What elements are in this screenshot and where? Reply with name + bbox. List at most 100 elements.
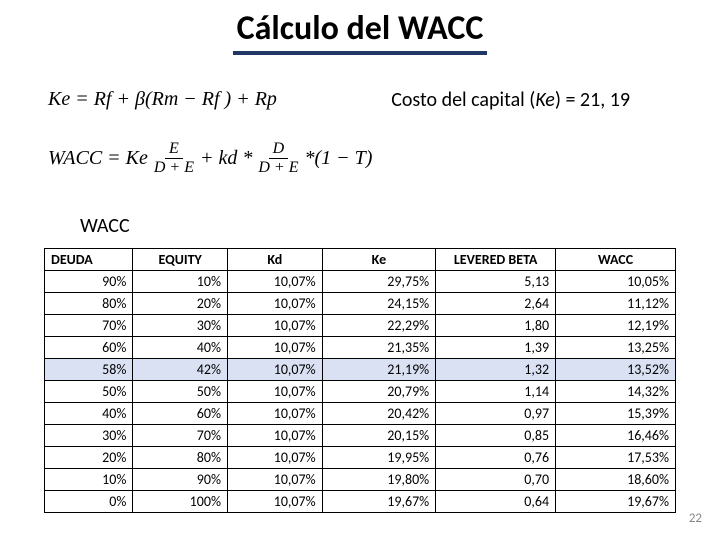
- frac1-num: E: [165, 140, 183, 159]
- table-row: 70%30%10,07%22,29%1,8012,19%: [45, 315, 676, 337]
- table-row: 60%40%10,07%21,35%1,3913,25%: [45, 337, 676, 359]
- table-cell: 24,15%: [322, 293, 436, 315]
- col-ke: Ke: [322, 249, 436, 271]
- table-cell: 0,64: [436, 491, 556, 513]
- table-row: 30%70%10,07%20,15%0,8516,46%: [45, 425, 676, 447]
- table-cell: 10,07%: [227, 359, 322, 381]
- table-cell: 20%: [45, 447, 133, 469]
- table-cell: 22,29%: [322, 315, 436, 337]
- table-cell: 0%: [45, 491, 133, 513]
- table-cell: 10,07%: [227, 381, 322, 403]
- table-cell: 90%: [133, 469, 228, 491]
- table-cell: 0,97: [436, 403, 556, 425]
- table-cell: 58%: [45, 359, 133, 381]
- table-cell: 40%: [45, 403, 133, 425]
- formula-ke: Ke = Rf + β(Rm − Rf ) + Rp: [48, 88, 277, 111]
- table-cell: 5,13: [436, 271, 556, 293]
- table-cell: 0,70: [436, 469, 556, 491]
- table-cell: 50%: [133, 381, 228, 403]
- table-cell: 60%: [133, 403, 228, 425]
- table-row: 80%20%10,07%24,15%2,6411,12%: [45, 293, 676, 315]
- col-levbeta: LEVERED BETA: [436, 249, 556, 271]
- table-cell: 20%: [133, 293, 228, 315]
- frac-e-over-de: E D + E: [150, 140, 198, 176]
- table-cell: 11,12%: [556, 293, 676, 315]
- table-cell: 1,32: [436, 359, 556, 381]
- table-cell: 42%: [133, 359, 228, 381]
- table-cell: 70%: [45, 315, 133, 337]
- table-cell: 20,15%: [322, 425, 436, 447]
- title-container: Cálculo del WACC: [0, 0, 720, 55]
- table-cell: 15,39%: [556, 403, 676, 425]
- frac1-den: D + E: [150, 159, 198, 177]
- table-cell: 1,14: [436, 381, 556, 403]
- slide-title: Cálculo del WACC: [233, 8, 488, 55]
- table-cell: 19,95%: [322, 447, 436, 469]
- table-cell: 30%: [45, 425, 133, 447]
- wacc-table: DEUDA EQUITY Kd Ke LEVERED BETA WACC 90%…: [44, 248, 676, 513]
- table-cell: 29,75%: [322, 271, 436, 293]
- table-cell: 21,19%: [322, 359, 436, 381]
- table-cell: 100%: [133, 491, 228, 513]
- col-equity: EQUITY: [133, 249, 228, 271]
- table-cell: 16,46%: [556, 425, 676, 447]
- table-cell: 80%: [133, 447, 228, 469]
- table-cell: 0,85: [436, 425, 556, 447]
- table-body: 90%10%10,07%29,75%5,1310,05%80%20%10,07%…: [45, 271, 676, 513]
- table-cell: 60%: [45, 337, 133, 359]
- table-cell: 10,07%: [227, 315, 322, 337]
- table-row: 90%10%10,07%29,75%5,1310,05%: [45, 271, 676, 293]
- table-cell: 10,05%: [556, 271, 676, 293]
- table-cell: 90%: [45, 271, 133, 293]
- table-cell: 13,52%: [556, 359, 676, 381]
- wacc-lhs: WACC = Ke: [48, 147, 148, 170]
- table-cell: 2,64: [436, 293, 556, 315]
- col-kd: Kd: [227, 249, 322, 271]
- formula-wacc: WACC = Ke E D + E + kd * D D + E *(1 − T…: [48, 140, 372, 176]
- table-cell: 14,32%: [556, 381, 676, 403]
- frac-d-over-de: D D + E: [254, 140, 302, 176]
- col-deuda: DEUDA: [45, 249, 133, 271]
- wacc-tail: *(1 − T): [305, 147, 373, 170]
- table-cell: 20,42%: [322, 403, 436, 425]
- table-cell: 19,80%: [322, 469, 436, 491]
- table-cell: 20,79%: [322, 381, 436, 403]
- table-cell: 10,07%: [227, 271, 322, 293]
- table-cell: 17,53%: [556, 447, 676, 469]
- table-cell: 19,67%: [322, 491, 436, 513]
- table-row: 0%100%10,07%19,67%0,6419,67%: [45, 491, 676, 513]
- table-header-row: DEUDA EQUITY Kd Ke LEVERED BETA WACC: [45, 249, 676, 271]
- table-cell: 21,35%: [322, 337, 436, 359]
- table-cell: 10,07%: [227, 491, 322, 513]
- table-cell: 10,07%: [227, 337, 322, 359]
- table-cell: 30%: [133, 315, 228, 337]
- table-cell: 10,07%: [227, 425, 322, 447]
- table-cell: 10,07%: [227, 469, 322, 491]
- table-row: 50%50%10,07%20,79%1,1414,32%: [45, 381, 676, 403]
- table-cell: 0,76: [436, 447, 556, 469]
- frac2-num: D: [269, 140, 289, 159]
- table-cell: 70%: [133, 425, 228, 447]
- table-cell: 10,07%: [227, 403, 322, 425]
- table-cell: 50%: [45, 381, 133, 403]
- table-cell: 10,07%: [227, 447, 322, 469]
- table-cell: 1,39: [436, 337, 556, 359]
- table-cell: 80%: [45, 293, 133, 315]
- table-cell: 40%: [133, 337, 228, 359]
- table-cell: 10%: [133, 271, 228, 293]
- table-row: 10%90%10,07%19,80%0,7018,60%: [45, 469, 676, 491]
- frac2-den: D + E: [254, 159, 302, 177]
- table-cell: 10,07%: [227, 293, 322, 315]
- plus-kd: + kd *: [200, 147, 252, 170]
- table-cell: 1,80: [436, 315, 556, 337]
- table-cell: 18,60%: [556, 469, 676, 491]
- col-wacc: WACC: [556, 249, 676, 271]
- table-row: 20%80%10,07%19,95%0,7617,53%: [45, 447, 676, 469]
- table-row: 58%42%10,07%21,19%1,3213,52%: [45, 359, 676, 381]
- table-row: 40%60%10,07%20,42%0,9715,39%: [45, 403, 676, 425]
- costo-capital-label: Costo del capital (Ke) = 21, 19: [391, 88, 630, 112]
- table-cell: 12,19%: [556, 315, 676, 337]
- page-number: 22: [689, 511, 702, 526]
- wacc-table-label: WACC: [80, 214, 130, 238]
- table-cell: 13,25%: [556, 337, 676, 359]
